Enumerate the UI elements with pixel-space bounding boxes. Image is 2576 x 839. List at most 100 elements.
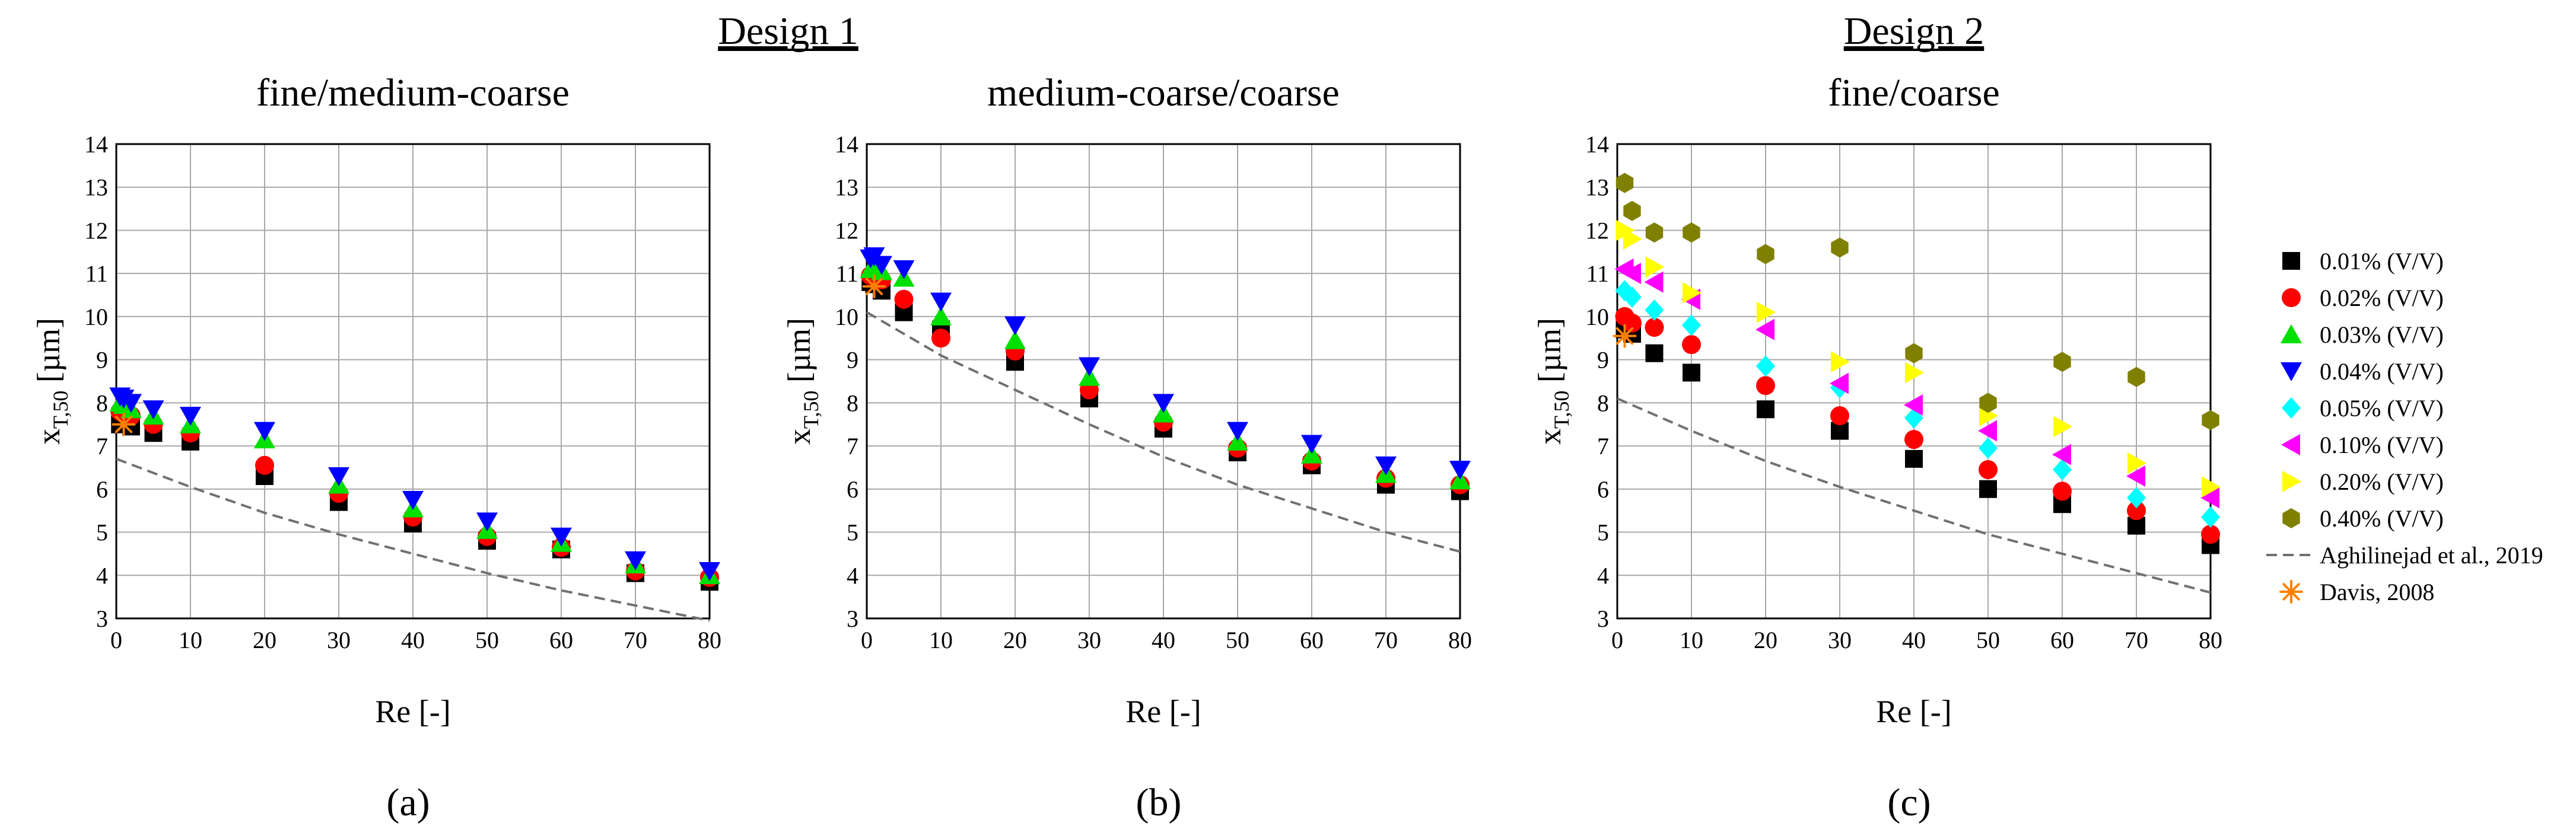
- x-tick-label: 40: [401, 627, 425, 653]
- data-point: [1756, 376, 1775, 395]
- data-point: [1831, 351, 1850, 373]
- legend-item-0-01-v-v: 0.01% (V/V): [2282, 248, 2444, 275]
- series-0-02-v-v: [1615, 307, 2220, 544]
- chart-panels: 0 10 20 30 40 50 60 70 8034567891011121314fine/m…: [31, 71, 2222, 824]
- y-tick-label: 6: [1597, 476, 1609, 503]
- y-axis-label-subscript: T,50: [799, 391, 823, 429]
- x-tick-label: 20: [1754, 627, 1777, 653]
- data-point: [476, 512, 498, 532]
- x-tick-label: 0: [110, 627, 122, 653]
- x-tick-label: 30: [1077, 627, 1101, 653]
- data-point: [255, 455, 274, 475]
- legend-marker: [2281, 434, 2300, 455]
- data-point: [2201, 506, 2220, 528]
- y-tick-label: 12: [835, 217, 858, 244]
- y-tick-label: 13: [835, 174, 858, 201]
- x-tick-label: 80: [698, 627, 721, 653]
- data-point: [1905, 449, 1923, 468]
- legend-label: 0.20% (V/V): [2320, 468, 2444, 495]
- data-point: [1153, 394, 1174, 413]
- legend-item-davis-2008: Davis, 2008: [2279, 579, 2434, 605]
- design-label: Design 1: [718, 9, 858, 53]
- chart-panel-a: 0 10 20 30 40 50 60 70 80 3 4 5 6 7 8 9 10 11 12 13 14 fine/m…: [31, 71, 721, 824]
- legend-label: Davis, 2008: [2320, 579, 2434, 605]
- x-tick-label: 40: [1152, 627, 1175, 653]
- data-point: [1830, 406, 1849, 426]
- series-0-04-v-v: [860, 247, 1471, 480]
- y-tick-label: 12: [1585, 217, 1609, 244]
- legend-label: 0.40% (V/V): [2320, 505, 2444, 532]
- y-axis-label-unit: [µm]: [1532, 318, 1567, 391]
- x-tick-label: 50: [475, 627, 499, 653]
- x-tick-label: 70: [1374, 627, 1398, 653]
- x-axis-label: Re [-]: [1125, 694, 1201, 729]
- chart-title: fine/medium-coarse: [256, 71, 570, 114]
- design-labels: Design 1 Design 2: [718, 9, 1985, 53]
- y-tick-label: 9: [96, 347, 108, 374]
- legend-item-0-02-v-v: 0.02% (V/V): [2282, 285, 2444, 311]
- y-tick-label: 5: [847, 519, 858, 546]
- x-tick-label: 20: [1003, 627, 1027, 653]
- data-point: [2202, 476, 2221, 498]
- x-tick-label: 60: [549, 627, 573, 653]
- x-tick-label: 0: [1611, 627, 1623, 653]
- legend-item-0-05-v-v: 0.05% (V/V): [2282, 395, 2444, 422]
- data-point: [2053, 459, 2072, 481]
- y-tick-label: 13: [1585, 174, 1609, 201]
- data-point: [931, 328, 950, 348]
- y-tick-label: 7: [847, 433, 858, 460]
- data-point: [1682, 314, 1701, 336]
- data-point: [930, 292, 952, 312]
- x-tick-label: 30: [327, 627, 351, 653]
- data-point: [1301, 435, 1322, 454]
- y-tick-label: 10: [1585, 304, 1609, 330]
- y-tick-label: 14: [835, 131, 858, 158]
- data-point: [893, 260, 915, 279]
- data-point: [2202, 410, 2219, 430]
- data-point: [1979, 393, 1997, 413]
- data-point: [1904, 430, 1923, 449]
- series-0-05-v-v: [1615, 280, 2220, 528]
- y-tick-label: 3: [96, 605, 108, 632]
- data-point: [1375, 456, 1397, 476]
- data-point: [1756, 318, 1774, 340]
- series-0-03-v-v: [860, 257, 1471, 490]
- gridlines: [866, 143, 1461, 619]
- y-tick-label: 10: [84, 304, 108, 330]
- data-point: [1682, 335, 1701, 355]
- y-tick-label: 3: [1597, 605, 1609, 632]
- y-tick-label: 14: [1585, 131, 1609, 158]
- x-tick-label: 70: [624, 627, 647, 653]
- data-point: [871, 256, 892, 275]
- x-tick-label: 50: [1976, 627, 2000, 653]
- chart-panel-c: 0 10 20 30 40 50 60 70 80 3 4 5 6 7 8 9 10 11 12 13 14 fine/c…: [1532, 71, 2222, 824]
- data-point: [1645, 299, 1664, 321]
- data-point: [1905, 362, 1924, 384]
- data-point: [1905, 343, 1923, 363]
- legend: 0.01% (V/V) 0.02% (V/V) 0.03% (V/V) 0.04% (…: [2266, 248, 2543, 605]
- data-point: [1623, 228, 1642, 250]
- y-axis-label-subscript: T,50: [49, 391, 72, 429]
- data-point: [1449, 470, 1471, 490]
- y-tick-label: 11: [85, 260, 108, 287]
- data-point: [1449, 461, 1471, 480]
- data-point: [894, 289, 914, 309]
- x-tick-label: 60: [2050, 627, 2074, 653]
- data-point: [1615, 173, 1634, 193]
- legend-label: 0.01% (V/V): [2320, 248, 2444, 275]
- y-tick-label: 4: [847, 562, 858, 589]
- x-tick-label: 10: [1680, 627, 1703, 653]
- y-axis-label-symbol: x: [31, 429, 66, 445]
- data-point: [1623, 286, 1642, 308]
- data-point: [1645, 318, 1664, 337]
- data-point: [1757, 244, 1774, 264]
- y-tick-label: 4: [1597, 562, 1609, 589]
- x-tick-label: 60: [1300, 627, 1324, 653]
- series-0-04-v-v: [109, 387, 720, 581]
- panel-label: (c): [1887, 781, 1931, 824]
- legend-marker: [2281, 324, 2302, 343]
- data-point: [1683, 363, 1700, 382]
- legend-label: Aghilinejad et al., 2019: [2320, 542, 2543, 569]
- reference-curve-aghilinejad-et-al-2019: [116, 458, 710, 622]
- legend-marker: [2282, 508, 2300, 528]
